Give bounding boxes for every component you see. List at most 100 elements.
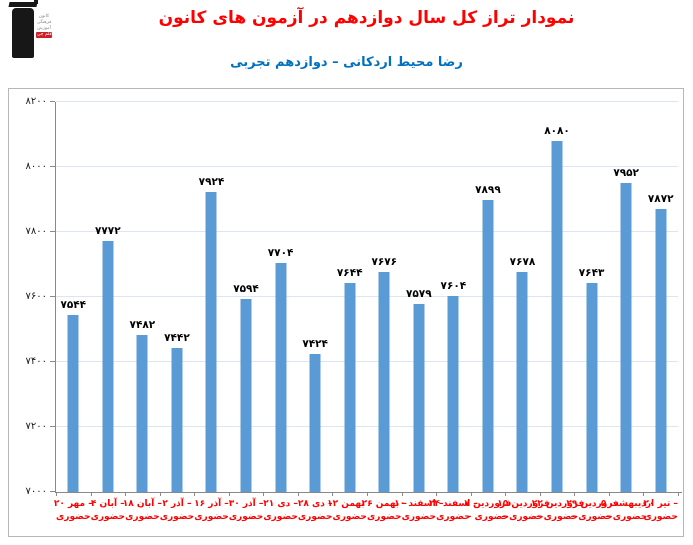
logo-text-line: کانون: [38, 14, 50, 19]
x-axis-tick: [470, 492, 472, 496]
x-axis-tick: [367, 492, 368, 496]
x-axis-line: [55, 492, 682, 493]
x-label-date: ۲۲ فروردین: [531, 499, 585, 509]
value-label: ۷۵۴۴: [60, 299, 87, 312]
bar-۲۱ دی: [275, 263, 287, 492]
value-label: ۷۸۹۹: [475, 183, 501, 196]
x-axis-category-label: ۵ اردیبهشت – حضوری: [600, 498, 655, 523]
x-axis-tick: [194, 492, 196, 496]
x-axis-category-label: ۲ آذر – حضوری: [152, 498, 203, 523]
y-axis-tick-label: ۷۴۰۰: [25, 355, 47, 367]
x-axis-tick: [332, 492, 334, 496]
x-label-date: ۲۹ فروردین: [566, 499, 619, 509]
bar-۱۸ آبان: [136, 335, 148, 492]
gridline: [56, 101, 678, 102]
bar-slot: ۷۶۴۴ ۱۲ بهمن – حضوری: [327, 102, 372, 522]
value-label: ۸۰۸۰: [544, 125, 570, 137]
x-axis-category-label: ۱۰ اسفند – حضوری: [394, 498, 445, 523]
x-axis-tick: [608, 492, 610, 496]
bar-slot: ۷۴۲۴ ۲۸ دی – حضوری: [298, 102, 333, 521]
bar-slot: ۷۶۷۶ ۲۶ بهمن – حضوری: [362, 102, 407, 521]
x-label-mode: حضوری: [367, 511, 402, 522]
y-axis-tick-label: ۷۶۰۰: [25, 291, 47, 302]
x-label-date: ۷ فروردین: [464, 499, 512, 509]
x-axis-tick: [263, 492, 265, 496]
bar-slot: ۷۶۰۴ ۲۴ اسفند – حضوری: [429, 102, 478, 522]
bar-۲۲ فروردین: [551, 141, 563, 492]
x-axis-tick: [401, 492, 403, 496]
bar-slot: ۸۰۸۰ ۲۲ فروردین – حضوری: [532, 102, 585, 522]
bar-slot: ۷۷۷۲ ۴ آبان – حضوری: [90, 102, 126, 522]
x-label-date: ۲۰ تیر –: [643, 499, 678, 509]
bar-slot: ۷۸۹۹ ۷ فروردین – حضوری: [464, 102, 511, 522]
x-label-mode: – حضوری: [501, 511, 544, 522]
x-label-date: ۱۵ فروردین: [497, 499, 550, 509]
logo-text-line: فرهنگی: [36, 20, 52, 25]
x-label-mode: حضوری: [436, 511, 471, 522]
x-axis-tick: [228, 492, 230, 496]
logo-text-line: قلم چی: [36, 32, 52, 38]
x-label-mode: – حضوری: [466, 511, 509, 522]
value-label: ۷۹۵۲: [613, 166, 639, 179]
x-axis-tick: [159, 492, 161, 496]
x-label-mode: حضوری: [90, 511, 126, 522]
bar-۷ فروردین: [482, 199, 494, 492]
bar-slot: ۷۴۸۲ ۱۸ آبان – حضوری: [123, 102, 162, 521]
bar-slot: ۷۶۷۸ ۱۵ فروردین – حضوری: [497, 102, 550, 522]
value-label: ۷۶۰۴: [440, 279, 467, 292]
x-label-mode: حضوری: [159, 511, 195, 522]
gridline: [56, 296, 678, 297]
bar-۴ آبان: [102, 241, 114, 492]
x-axis-category-label: ۱۶ آذر – حضوری: [186, 498, 237, 523]
y-axis-tick-label: ۸۲۰۰: [25, 96, 47, 107]
x-axis-category-label: ۲۸ دی – حضوری: [290, 498, 341, 523]
x-label-date: ۱۲ بهمن –: [327, 499, 373, 509]
value-label: ۷۶۷۶: [371, 256, 398, 269]
bar-slot: ۷۹۵۲ ۵ اردیبهشت – حضوری: [601, 102, 654, 522]
y-axis-tick-label: ۸۰۰۰: [25, 160, 47, 172]
page-title: نمودار تراز کل سال دوازدهم در آزمون های …: [158, 8, 575, 28]
x-label-date: ۲۰ مهر –: [53, 499, 93, 509]
x-label-mode: حضوری: [332, 511, 367, 522]
bar-۳۰ آذر: [240, 298, 252, 492]
x-axis-category-label: ۲۰ مهر – حضوری: [48, 498, 99, 523]
value-label: ۷۷۰۴: [267, 247, 294, 260]
x-label-mode: – حضوری: [536, 511, 579, 522]
y-axis-tick-label: ۷۸۰۰: [25, 225, 47, 237]
gridline: [56, 360, 678, 362]
y-axis-tick: [50, 101, 55, 102]
value-label: ۷۶۷۸: [509, 255, 536, 268]
x-axis-category-label: ۲۹ فروردین – حضوری: [566, 498, 619, 523]
x-label-date: ۵ اردیبهشت: [600, 499, 655, 509]
y-axis-tick-label: ۷۲۰۰: [25, 421, 47, 432]
x-axis-category-label: ۲۲ فروردین – حضوری: [531, 498, 585, 523]
page-subtitle: رضا محیط اردکانی – دوازدهم تجربی: [230, 55, 463, 70]
y-axis-line: [55, 102, 56, 492]
x-label-date: ۱۰ اسفند –: [394, 499, 444, 509]
bar-۲۴ اسفند: [447, 295, 459, 492]
bar-slot: ۷۷۰۴ ۲۱ دی – حضوری: [263, 102, 298, 521]
y-axis-tick: [50, 230, 55, 232]
x-axis-tick: [56, 492, 57, 496]
x-label-date: ۳۰ آذر –: [228, 499, 264, 509]
x-axis-tick: [90, 492, 92, 496]
value-label: ۷۶۴۴: [336, 266, 363, 279]
y-axis-tick: [50, 491, 55, 492]
bar-۲۹ فروردین: [586, 283, 598, 492]
value-label: ۷۴۸۲: [129, 319, 156, 332]
x-label-mode: حضوری: [263, 511, 298, 522]
kanoon-ghalamchi-logo: کانون فرهنگی آموزش قلم چی: [8, 0, 52, 62]
bar-slot: ۷۵۹۴ ۳۰ آذر – حضوری: [229, 102, 264, 522]
x-axis-category-label: ۴ آبان – حضوری: [83, 498, 134, 523]
bar-slot: ۷۵۴۴ ۲۰ مهر – حضوری: [54, 102, 93, 521]
x-label-date: ۲۱ دی –: [263, 499, 298, 509]
x-label-mode: حضوری: [194, 511, 229, 522]
bar-slot: ۷۹۲۴ ۱۶ آذر – حضوری: [194, 102, 229, 522]
x-label-date: ۱۸ آبان –: [122, 499, 163, 509]
y-axis-tick-label: ۷۰۰۰: [25, 486, 47, 497]
y-axis-tick: [50, 165, 55, 167]
x-label-mode: حضوری: [56, 511, 91, 522]
bar-۲۶ بهمن: [378, 272, 390, 492]
y-axis-tick: [50, 296, 55, 297]
x-label-mode: حضوری: [125, 511, 160, 522]
